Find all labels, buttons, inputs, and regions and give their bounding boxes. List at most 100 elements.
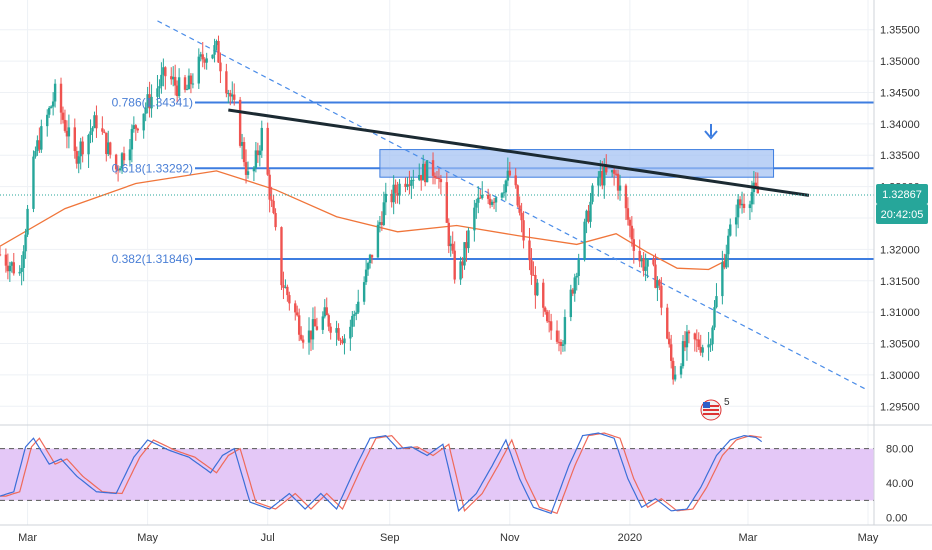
candle-body [571,289,574,294]
candle-body [6,265,10,272]
candle-body [233,94,236,100]
candle-body [492,201,496,203]
candle-body [370,254,374,258]
moving-average-line [0,170,729,271]
candle-body [229,93,232,97]
time-axis[interactable]: Mar May Jul Sep Nov 2020 Mar May [18,532,879,544]
candle-body [203,59,206,63]
candle-body [431,160,435,176]
candle-body [605,166,608,173]
candle-body [423,163,427,183]
candle-body [225,71,228,94]
us-flag-icon[interactable]: 5 [700,397,730,421]
candle-body [114,154,118,170]
candle-body [67,127,71,137]
candle-body [170,76,173,80]
resistance-zone[interactable] [379,149,775,178]
candle-body [520,212,523,221]
candle-body [187,75,191,90]
candle-body [280,227,283,286]
candle-body [547,321,551,323]
candle-body [687,331,691,334]
time-tick-label: May [137,532,158,544]
candle-body [640,258,643,262]
candle-body [311,319,315,340]
candle-body [211,54,214,59]
candle-body [630,225,634,240]
candle-body [437,177,441,180]
candle-body [616,173,620,191]
price-tick-label: 1.35000 [880,56,920,68]
candle-body [183,77,187,90]
candle-body [711,327,714,345]
candle-body [654,264,657,288]
candle-body [557,341,561,343]
candle-body [286,286,289,296]
time-tick-label: Mar [18,532,37,544]
candle-body [421,163,425,181]
candle-body [103,131,106,133]
candle-body [420,175,423,181]
candle-body [260,127,263,151]
candle-body [18,271,21,274]
candle-body [709,344,712,346]
candle-body [451,243,454,251]
candle-body [575,275,578,278]
candle-body [410,180,413,186]
candle-body [638,250,641,262]
candle-body [201,54,204,60]
candle-body [624,185,628,209]
candle-body [105,132,108,155]
candle-body [514,175,517,186]
candle-body [618,185,622,191]
candle-body [49,106,53,108]
candle-body [10,262,14,266]
candle-body [685,331,689,348]
candle-body [646,258,649,267]
descending-trendline[interactable] [228,108,810,197]
candle-body [309,330,313,340]
candle-body [508,170,511,176]
candle-body [742,203,746,209]
candle-body [544,307,547,312]
dashed-trendline[interactable] [157,20,867,390]
candle-body [150,96,153,109]
candle-body [433,175,437,178]
candle-body [599,171,602,177]
candle-body [240,142,244,146]
candle-body [215,40,218,46]
candle-body [536,282,539,296]
candle-body [542,282,545,308]
candle-body [77,156,80,164]
candle-body [715,296,718,308]
candle-body [270,199,273,201]
oscillator-axis[interactable]: 80.00 40.00 0.00 [886,444,914,525]
candle-body [46,114,49,127]
candle-body [321,316,325,330]
down-arrow-icon [704,124,718,140]
candle-body [339,339,342,341]
candle-body [231,94,234,97]
candle-body [199,54,202,57]
candle-body [626,208,630,220]
candle-body [597,176,600,186]
candle-body [313,319,317,327]
flag-count: 5 [724,397,730,408]
candle-body [75,151,78,164]
candle-body [63,119,67,131]
candle-body [301,339,305,343]
candle-body [266,127,269,175]
candle-body [351,315,354,327]
candle-body [175,85,179,97]
candle-body [343,338,346,344]
candle-body [79,141,82,157]
candle-body [162,67,165,75]
oscillator-tick-label: 80.00 [886,444,914,456]
chart-grid [0,0,874,525]
candle-body [329,326,332,333]
candle-body [8,265,12,272]
candle-body [447,222,450,247]
candle-body [406,184,409,187]
candle-body [736,199,740,218]
